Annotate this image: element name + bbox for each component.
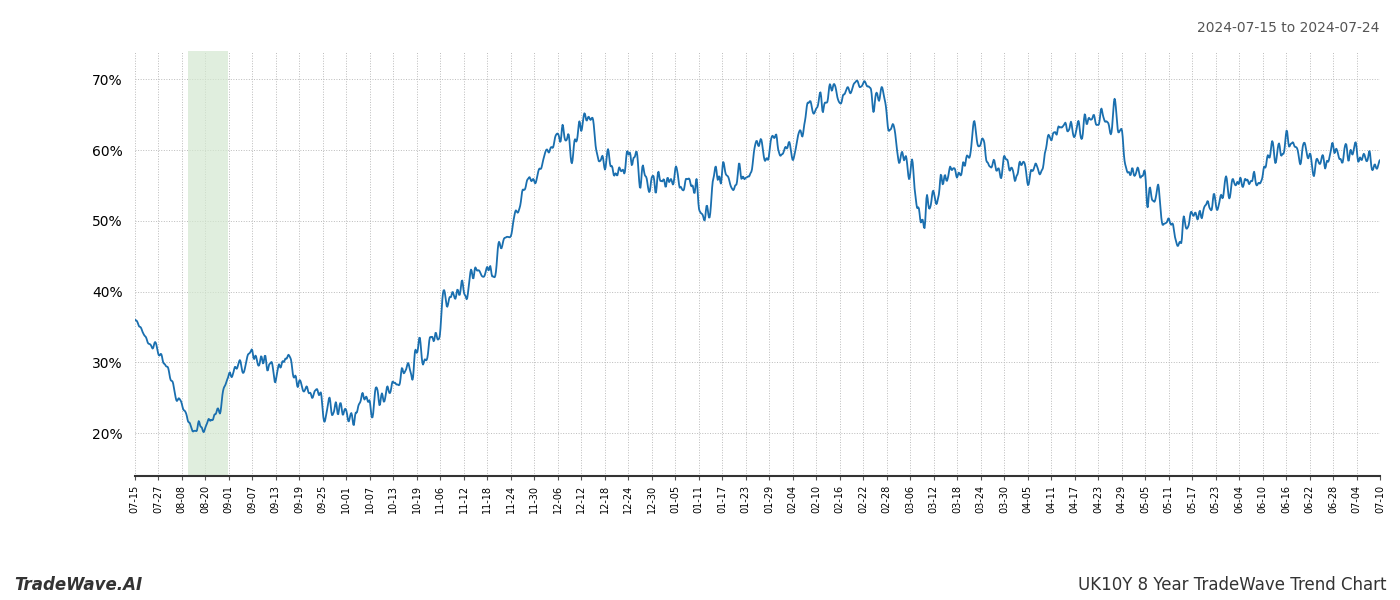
Text: TradeWave.AI: TradeWave.AI [14, 576, 143, 594]
Bar [188, 51, 228, 476]
Text: UK10Y 8 Year TradeWave Trend Chart: UK10Y 8 Year TradeWave Trend Chart [1078, 576, 1386, 594]
Text: 2024-07-15 to 2024-07-24: 2024-07-15 to 2024-07-24 [1197, 21, 1379, 35]
